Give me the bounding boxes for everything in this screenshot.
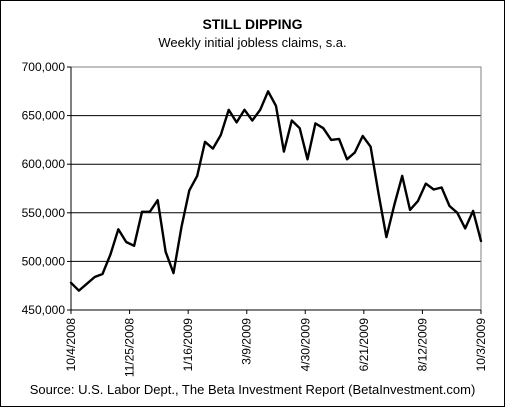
axes bbox=[67, 66, 482, 314]
chart-title: STILL DIPPING bbox=[202, 16, 303, 32]
series-line bbox=[69, 90, 483, 292]
data-point bbox=[377, 192, 380, 194]
data-point bbox=[149, 211, 151, 213]
data-point bbox=[401, 175, 403, 177]
data-point bbox=[330, 139, 332, 141]
chart-subtitle: Weekly initial jobless claims, s.a. bbox=[158, 35, 347, 50]
source-note: Source: U.S. Labor Dept., The Beta Inves… bbox=[29, 382, 476, 397]
data-point bbox=[180, 226, 182, 228]
data-point bbox=[314, 122, 317, 124]
data-point bbox=[243, 109, 246, 111]
data-point bbox=[101, 273, 104, 275]
data-point bbox=[78, 289, 80, 292]
data-point bbox=[322, 127, 324, 129]
data-point bbox=[393, 204, 395, 206]
data-point bbox=[464, 227, 466, 229]
x-tick-label: 11/25/2008 bbox=[123, 318, 137, 377]
data-point bbox=[157, 199, 159, 201]
data-point bbox=[417, 200, 419, 202]
data-point bbox=[267, 90, 269, 92]
data-point bbox=[228, 109, 230, 111]
data-point bbox=[275, 105, 277, 107]
data-point bbox=[204, 141, 206, 143]
data-point bbox=[117, 228, 119, 230]
data-point bbox=[425, 183, 427, 185]
data-point bbox=[370, 146, 372, 148]
y-tick-label: 650,000 bbox=[22, 109, 66, 123]
y-tick-label: 550,000 bbox=[22, 206, 66, 220]
data-point bbox=[220, 134, 222, 136]
data-point bbox=[409, 209, 411, 211]
data-point bbox=[291, 119, 293, 122]
data-point bbox=[133, 245, 135, 247]
x-tick-label: 1/16/2009 bbox=[181, 318, 195, 372]
data-point bbox=[94, 276, 96, 278]
data-point bbox=[306, 158, 309, 160]
data-point bbox=[448, 205, 451, 207]
data-point bbox=[346, 158, 348, 160]
data-point bbox=[172, 272, 175, 274]
y-tick-labels: 450,000 500,000 550,000 600,000 650,000 700,0… bbox=[22, 60, 66, 317]
data-point bbox=[440, 186, 443, 189]
x-tick-label: 4/30/2009 bbox=[298, 318, 312, 372]
data-point bbox=[125, 241, 127, 243]
y-tick-label: 700,000 bbox=[22, 60, 66, 74]
data-point bbox=[165, 251, 167, 253]
data-point bbox=[212, 148, 214, 150]
x-tick-label: 6/21/2009 bbox=[357, 318, 371, 372]
data-point bbox=[141, 211, 143, 213]
data-point bbox=[385, 236, 387, 238]
data-point bbox=[338, 138, 340, 140]
y-tick-label: 500,000 bbox=[22, 254, 66, 268]
data-point bbox=[299, 127, 301, 129]
data-point bbox=[456, 212, 458, 214]
data-point bbox=[235, 121, 238, 124]
data-point bbox=[354, 151, 356, 154]
data-point bbox=[283, 150, 285, 153]
data-point bbox=[259, 109, 261, 111]
data-point bbox=[70, 282, 72, 284]
x-tick-label: 10/4/2008 bbox=[64, 318, 78, 372]
data-point bbox=[472, 210, 474, 212]
x-tick-label: 10/3/2009 bbox=[474, 318, 488, 372]
data-point bbox=[109, 253, 112, 256]
data-point bbox=[196, 175, 198, 177]
data-point bbox=[188, 189, 190, 192]
x-tick-labels: 10/4/2008 11/25/2008 1/16/2009 3/9/2009 4/30… bbox=[64, 318, 488, 377]
data-point bbox=[433, 188, 435, 191]
y-tick-label: 450,000 bbox=[22, 303, 66, 317]
y-tick-label: 600,000 bbox=[22, 157, 66, 171]
data-point bbox=[480, 240, 482, 242]
x-tick-label: 3/9/2009 bbox=[240, 318, 254, 365]
data-point bbox=[362, 135, 364, 137]
data-point bbox=[251, 119, 253, 122]
x-tick-label: 8/12/2009 bbox=[415, 318, 429, 372]
data-point bbox=[86, 283, 88, 285]
series-layer bbox=[69, 90, 483, 292]
